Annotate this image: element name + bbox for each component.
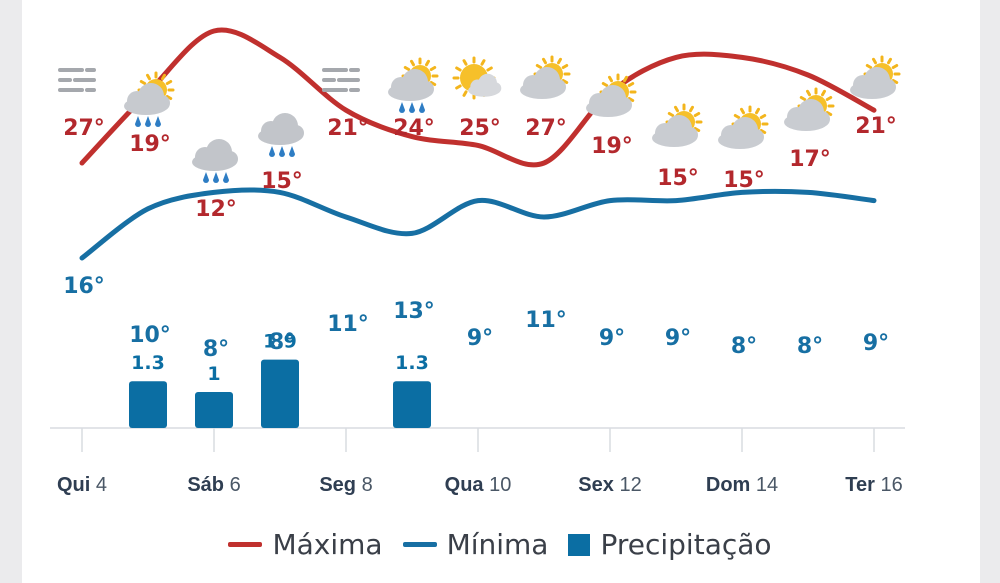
- temperature-lines: [79, 27, 877, 261]
- legend-item-minima: Mínima: [402, 528, 549, 561]
- max-temp-label: 12°: [195, 197, 237, 222]
- legend: Máxima Mínima Precipitação: [0, 528, 1000, 561]
- x-tick-label: Dom 14: [706, 474, 778, 496]
- max-temp-label: 21°: [327, 116, 369, 141]
- precipitation-label: 1.3: [395, 352, 429, 374]
- cloud-sun-icon: [718, 105, 769, 149]
- x-tick-label: Qua 10: [445, 474, 512, 496]
- min-temp-label: 8°: [203, 337, 229, 362]
- min-temp-label: 9°: [863, 331, 889, 356]
- cloud-sun-rain-icon: [124, 71, 175, 127]
- min-temp-label: 11°: [525, 308, 567, 333]
- x-tick-label: Ter 16: [845, 474, 902, 496]
- cloud-sun-icon: [850, 55, 901, 99]
- min-temp-label: 8°: [797, 334, 823, 359]
- x-tick-label: Sex 12: [578, 474, 641, 496]
- x-tick-label: Seg 8: [319, 474, 372, 496]
- max-temp-label: 15°: [723, 168, 765, 193]
- min-temp-line: [79, 187, 877, 261]
- precipitation-label: 1.3: [131, 352, 165, 374]
- fog-icon: [58, 68, 96, 92]
- cloud-sun-icon: [784, 87, 835, 131]
- legend-swatch-maxima: [228, 542, 263, 547]
- max-temp-label: 15°: [261, 169, 303, 194]
- precipitation-label: 1: [207, 363, 220, 385]
- min-temp-label: 13°: [393, 299, 435, 324]
- legend-swatch-precipitacao: [568, 533, 591, 556]
- max-temp-label: 19°: [591, 134, 633, 159]
- legend-label-precipitacao: Precipitação: [600, 528, 772, 561]
- value-labels: 1.3 1 1.9 1.3 27° 19° 12° 15° 21° 24° 25° 27° 19° 15°…: [63, 114, 897, 385]
- min-temp-label: 11°: [327, 312, 369, 337]
- min-temp-label: 10°: [129, 323, 171, 348]
- max-temp-label: 15°: [657, 166, 699, 191]
- max-temp-label: 27°: [63, 116, 105, 141]
- max-temp-label: 19°: [129, 132, 171, 157]
- legend-item-maxima: Máxima: [228, 528, 383, 561]
- max-temp-label: 24°: [393, 116, 435, 141]
- max-temp-label: 17°: [789, 147, 831, 172]
- cloud-sun-icon: [586, 73, 637, 117]
- min-temp-label: 8°: [731, 334, 757, 359]
- max-temp-label: 25°: [459, 116, 501, 141]
- min-temp-label: 8°: [269, 330, 295, 355]
- legend-swatch-minima: [402, 542, 437, 547]
- min-temp-label: 9°: [467, 326, 493, 351]
- precipitation-bar: [393, 381, 431, 428]
- precipitation-bar: [261, 359, 299, 428]
- max-temp-label: 21°: [855, 114, 897, 139]
- x-axis: [50, 427, 905, 452]
- cloud-sun-icon: [520, 55, 571, 99]
- min-temp-label: 16°: [63, 274, 105, 299]
- weather-icons: [58, 55, 901, 183]
- cloud-sun-rain-icon: [388, 57, 439, 113]
- x-tick-labels: Qui 4 Sáb 6 Seg 8 Qua 10 Sex 12 Dom 14 Ter 16: [57, 474, 903, 496]
- precipitation-bar: [129, 381, 167, 428]
- cloud-rain-icon: [192, 139, 238, 183]
- precipitation-bars: [129, 359, 431, 428]
- legend-label-maxima: Máxima: [272, 528, 383, 561]
- x-tick-label: Sáb 6: [187, 474, 240, 496]
- min-temp-label: 9°: [599, 326, 625, 351]
- max-temp-line: [79, 27, 877, 168]
- precipitation-label: 1.9: [263, 331, 297, 353]
- fog-icon: [322, 68, 360, 92]
- cloud-sun-icon: [652, 103, 703, 147]
- legend-item-precipitacao: Precipitação: [568, 528, 772, 561]
- legend-label-minima: Mínima: [446, 528, 549, 561]
- sun-cloud-icon: [452, 56, 502, 100]
- max-temp-label: 27°: [525, 116, 567, 141]
- min-temp-label: 9°: [665, 326, 691, 351]
- cloud-rain-icon: [258, 113, 304, 157]
- precipitation-bar: [195, 392, 233, 428]
- x-tick-label: Qui 4: [57, 474, 107, 496]
